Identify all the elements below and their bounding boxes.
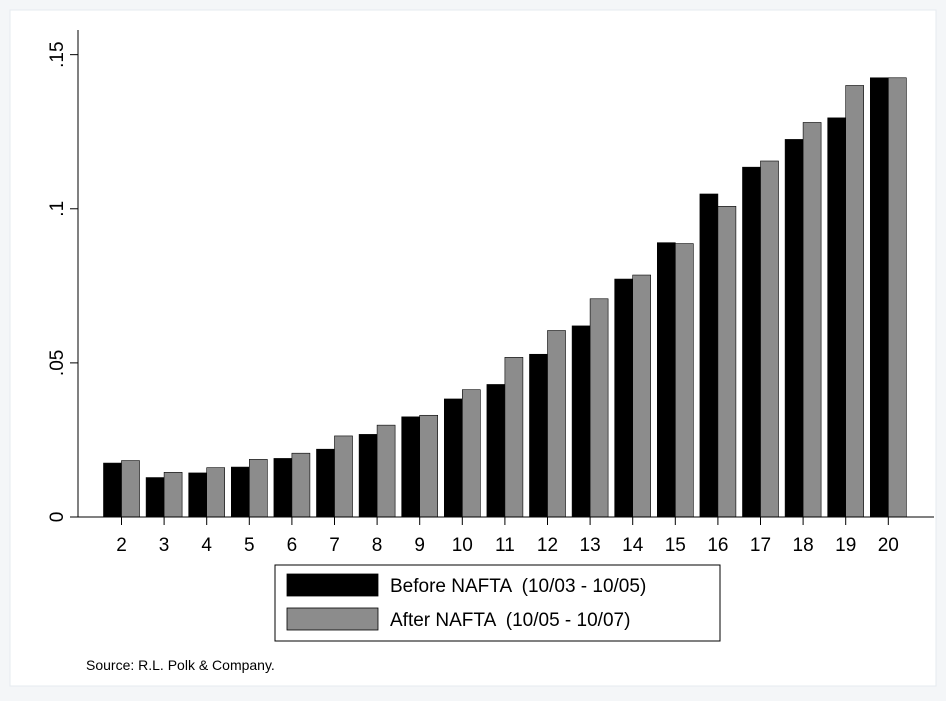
bar-before-12 (529, 353, 548, 518)
x-tick-label: 15 (665, 535, 686, 556)
x-tick-label: 4 (201, 535, 212, 556)
x-tick-label: 16 (707, 535, 728, 556)
x-tick-label: 2 (116, 535, 127, 556)
legend-swatch-before (286, 573, 379, 597)
bar-after-9 (419, 414, 439, 518)
bar-before-3 (145, 477, 165, 518)
bar-after-13 (589, 298, 609, 518)
legend-label-before: Before NAFTA (10/03 - 10/05) (390, 576, 646, 597)
x-tick-label: 3 (159, 535, 170, 556)
x-tick-label: 9 (414, 535, 425, 556)
legend: Before NAFTA (10/03 - 10/05) After NAFTA … (274, 564, 721, 642)
x-tick-label: 14 (622, 535, 644, 556)
bar-after-3 (163, 472, 183, 518)
x-tick-label: 20 (878, 535, 899, 556)
bar-before-7 (316, 448, 335, 518)
x-tick-label: 19 (835, 535, 856, 556)
bar-before-13 (571, 325, 591, 518)
bar-before-10 (443, 398, 463, 518)
x-tick-label: 11 (495, 535, 515, 556)
source-note: Source: R.L. Polk & Company. (86, 657, 275, 673)
bar-before-5 (231, 466, 250, 518)
x-tick-label: 17 (750, 535, 771, 556)
bar-after-16 (717, 206, 737, 518)
bar-before-2 (103, 462, 122, 518)
bar-after-18 (802, 122, 822, 518)
x-tick-label: 12 (537, 535, 558, 556)
y-tick-label: .1 (47, 201, 68, 217)
x-tick-label: 18 (793, 535, 814, 556)
bar-before-9 (401, 416, 421, 518)
bar-before-4 (188, 472, 207, 518)
bar-before-11 (486, 384, 506, 518)
bar-after-4 (206, 467, 225, 518)
bars-group (103, 77, 907, 518)
bar-after-14 (632, 274, 652, 518)
y-tick-label: .15 (47, 41, 68, 67)
bar-after-5 (249, 459, 268, 518)
bar-before-14 (614, 278, 634, 518)
legend-swatch-after (286, 607, 379, 631)
bar-before-17 (742, 166, 761, 518)
y-tick-label: .05 (47, 350, 68, 376)
bar-before-19 (827, 117, 847, 518)
y-tick-label: 0 (47, 512, 68, 523)
bar-before-6 (273, 458, 293, 518)
bar-before-20 (869, 77, 889, 518)
x-ticks-group: 2 3 4 5 6 7 8 9 10 11 12 13 14 15 16 17 18 19 20 (116, 517, 899, 556)
x-tick-label: 13 (580, 535, 601, 556)
bar-before-16 (699, 193, 719, 518)
bar-after-19 (845, 85, 865, 518)
bar-before-15 (656, 242, 676, 518)
bar-after-12 (547, 330, 566, 518)
x-tick-label: 8 (372, 535, 383, 556)
bar-after-15 (674, 243, 694, 518)
bar-after-6 (291, 452, 311, 518)
x-tick-label: 10 (452, 535, 473, 556)
x-tick-label: 5 (244, 535, 255, 556)
bar-after-7 (334, 435, 353, 518)
legend-label-after: After NAFTA (10/05 - 10/07) (390, 610, 630, 631)
bar-before-8 (358, 434, 378, 518)
x-tick-label: 7 (329, 535, 340, 556)
bar-after-10 (461, 389, 481, 518)
bar-after-11 (504, 357, 524, 518)
x-tick-label: 6 (287, 535, 298, 556)
y-ticks-group: 0 .05 .1 .15 (47, 41, 78, 522)
bar-after-8 (376, 424, 396, 518)
bar-before-18 (784, 139, 804, 518)
bar-after-17 (760, 160, 779, 518)
bar-after-2 (121, 460, 140, 518)
bar-after-20 (887, 77, 907, 518)
